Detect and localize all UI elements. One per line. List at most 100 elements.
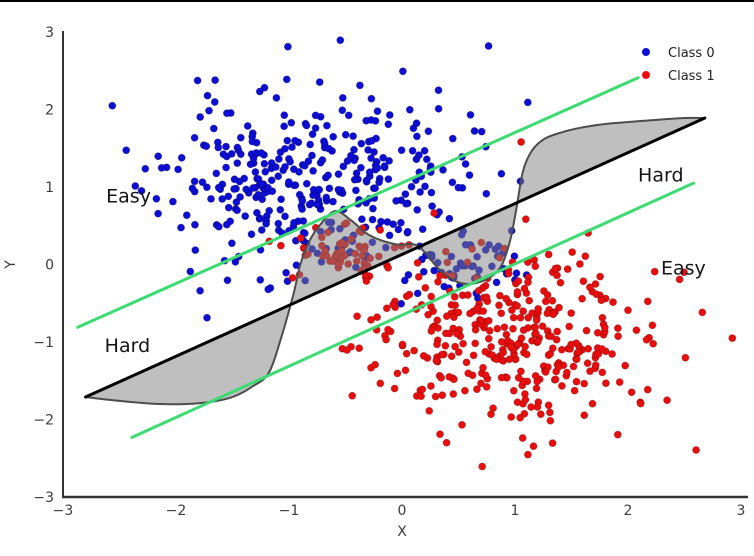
data-point <box>563 265 572 274</box>
data-point <box>412 132 421 141</box>
data-point <box>257 180 266 188</box>
x-tick-label: −3 <box>53 503 74 519</box>
data-point <box>521 342 529 351</box>
data-point <box>222 163 231 172</box>
data-point <box>256 214 264 223</box>
data-point <box>242 185 251 194</box>
data-point <box>593 328 602 337</box>
data-point <box>567 309 576 318</box>
data-point <box>398 67 407 76</box>
data-point <box>209 124 218 133</box>
data-point <box>298 205 307 214</box>
data-point <box>520 284 529 293</box>
y-tick-label: −3 <box>33 490 54 506</box>
data-point <box>367 94 376 103</box>
data-point <box>451 301 460 310</box>
data-point <box>402 199 410 208</box>
data-point <box>531 371 540 380</box>
data-point <box>497 337 506 346</box>
data-point <box>474 286 483 295</box>
data-point <box>309 166 318 175</box>
data-point <box>196 113 205 121</box>
data-point <box>546 408 554 417</box>
data-point <box>346 151 355 160</box>
data-point <box>309 185 318 194</box>
data-point <box>154 152 163 161</box>
data-point <box>384 263 393 272</box>
data-point <box>416 188 425 196</box>
data-point <box>442 438 451 447</box>
data-point <box>544 401 553 410</box>
annotation-easy: Easy <box>106 185 151 207</box>
data-point <box>203 91 212 100</box>
data-point <box>137 186 146 195</box>
data-point <box>484 334 493 343</box>
data-point <box>350 175 359 184</box>
data-point <box>298 196 307 205</box>
data-point <box>513 340 522 349</box>
data-point <box>280 122 289 131</box>
data-point <box>431 392 440 401</box>
data-point <box>190 133 199 142</box>
data-point <box>567 340 575 349</box>
data-point <box>389 300 398 309</box>
data-point <box>421 182 429 191</box>
data-point <box>513 302 522 310</box>
data-point <box>461 160 470 168</box>
data-point <box>322 193 331 202</box>
data-point <box>578 294 586 303</box>
y-tick-label: 3 <box>45 25 54 41</box>
data-point <box>643 297 652 306</box>
data-point <box>433 340 441 349</box>
data-point <box>249 184 258 192</box>
data-point <box>247 230 256 239</box>
annotation-hard: Hard <box>638 164 683 186</box>
data-point <box>281 144 289 153</box>
data-point <box>373 107 382 116</box>
data-point <box>202 183 211 192</box>
legend: Class 0 Class 1 <box>642 46 715 84</box>
data-point <box>108 101 117 110</box>
data-point <box>276 205 285 214</box>
data-point <box>493 324 502 333</box>
data-point <box>524 313 533 322</box>
data-point <box>318 156 327 164</box>
data-point <box>274 155 283 163</box>
data-point <box>450 292 459 301</box>
data-point <box>375 178 384 187</box>
data-point <box>371 184 380 193</box>
data-point <box>370 148 378 156</box>
data-point <box>627 388 636 397</box>
data-point <box>329 132 338 141</box>
data-point <box>227 149 236 158</box>
data-point <box>232 198 241 207</box>
data-point <box>512 269 521 278</box>
data-point <box>223 276 232 285</box>
data-point <box>499 348 508 357</box>
data-point <box>236 133 245 142</box>
data-point <box>141 164 150 173</box>
data-point <box>198 178 207 187</box>
data-point <box>243 122 252 130</box>
data-point <box>420 146 429 155</box>
data-point <box>572 377 581 386</box>
data-point <box>576 260 584 268</box>
data-point <box>584 344 593 353</box>
data-point <box>529 442 538 451</box>
data-point <box>424 310 433 319</box>
data-point <box>414 151 423 160</box>
data-point <box>339 162 348 171</box>
data-point <box>384 120 393 129</box>
data-point <box>249 154 258 163</box>
data-point <box>413 258 422 267</box>
data-point <box>226 217 235 226</box>
data-point <box>257 149 266 157</box>
data-point <box>267 176 276 185</box>
data-point <box>470 127 479 135</box>
data-point <box>597 296 606 305</box>
data-point <box>497 373 506 382</box>
data-point <box>261 167 270 176</box>
data-point <box>600 323 609 332</box>
data-point <box>580 379 589 388</box>
data-point <box>311 124 320 133</box>
